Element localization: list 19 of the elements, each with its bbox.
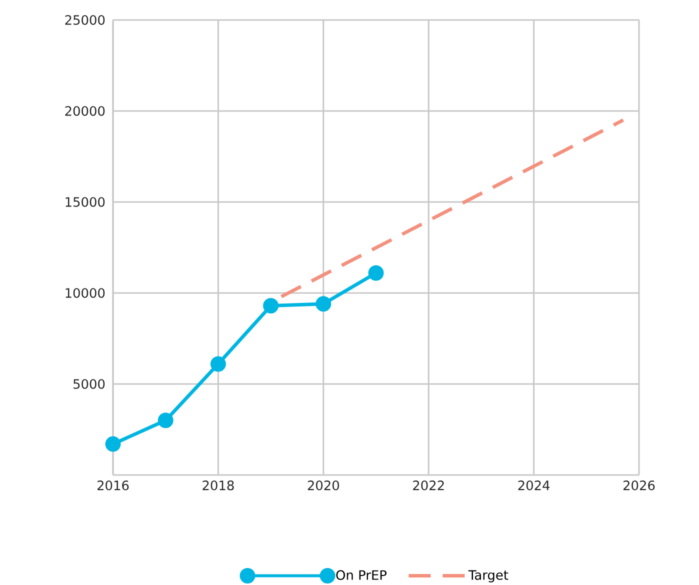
point: [263, 298, 279, 314]
y-tick-label: 15000: [66, 196, 105, 207]
point: [105, 436, 121, 452]
point: [316, 296, 332, 312]
y-tick-label: 10000: [66, 288, 105, 298]
x-tick-label: 2020: [308, 480, 340, 490]
point: [158, 412, 174, 428]
y-tick-label: 20000: [65, 106, 105, 116]
point: [368, 265, 384, 281]
point: [210, 356, 226, 372]
y-tick-label: 25000: [65, 14, 105, 25]
legend-label: On PrEP: [336, 570, 387, 580]
legend-label: Target: [468, 570, 508, 582]
x-tick-label: 2018: [202, 480, 234, 490]
x-tick-label: 2016: [97, 480, 129, 490]
y-tick-label: 5000: [74, 378, 105, 389]
x-tick-label: 2024: [518, 480, 550, 490]
x-tick-label: 2022: [413, 480, 444, 490]
x-tick-label: 2026: [623, 480, 655, 490]
